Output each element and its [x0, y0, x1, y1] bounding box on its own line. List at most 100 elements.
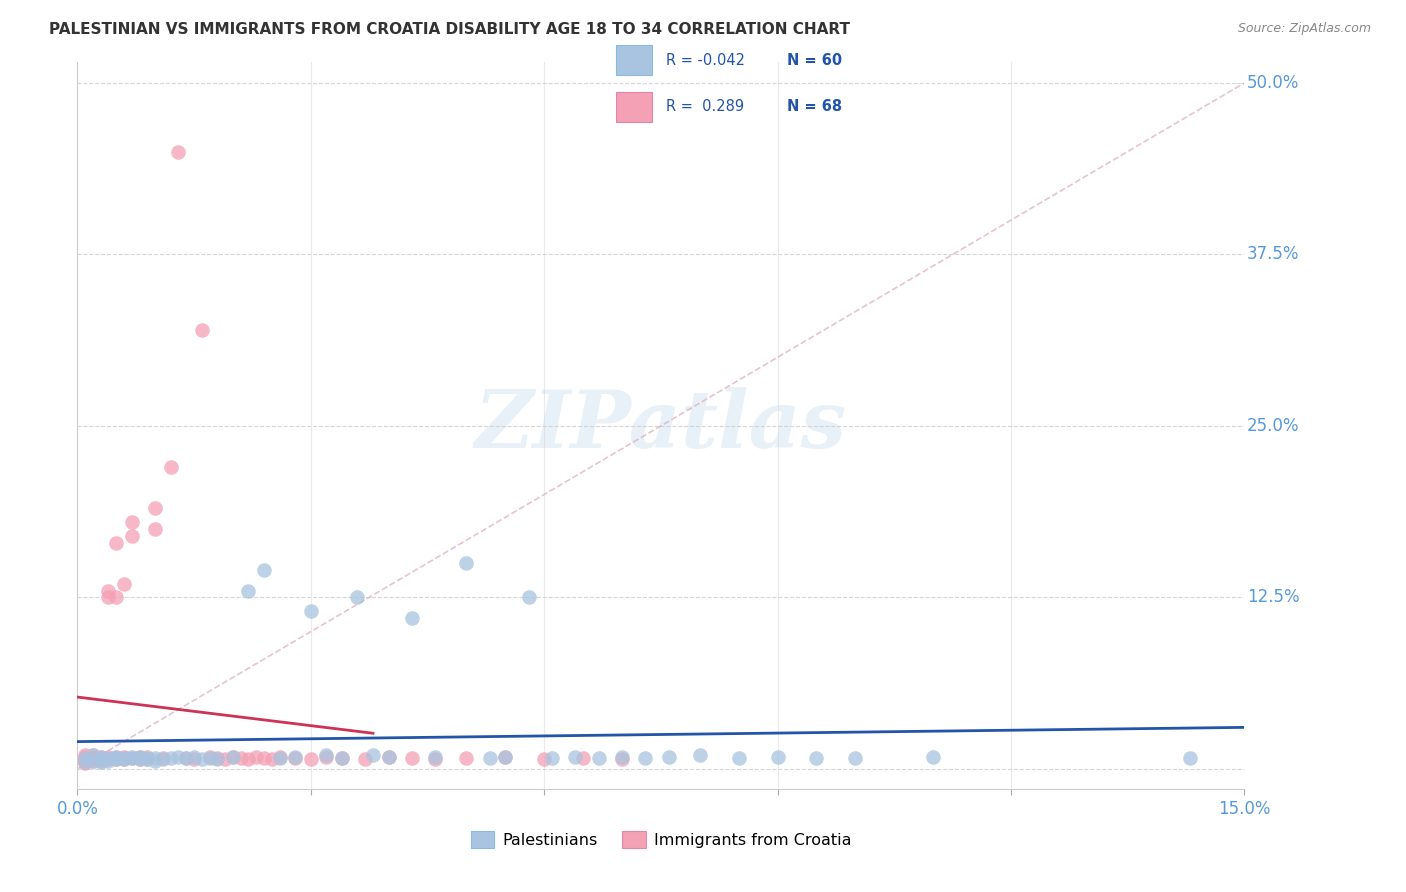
Point — [121, 749, 143, 764]
Point — [214, 752, 236, 766]
Point — [82, 748, 104, 763]
Point — [75, 751, 97, 765]
Point — [191, 752, 214, 766]
Point — [377, 749, 399, 764]
Point — [128, 749, 150, 764]
Point — [284, 751, 307, 765]
Point — [112, 752, 135, 766]
Point — [75, 751, 97, 765]
Point — [766, 749, 789, 764]
Point — [207, 751, 229, 765]
Point — [82, 754, 104, 768]
Point — [253, 751, 276, 765]
Point — [112, 752, 135, 766]
Point — [456, 556, 478, 570]
Point — [143, 751, 166, 765]
Point — [97, 591, 120, 605]
Point — [90, 751, 112, 765]
Point — [198, 751, 221, 765]
Text: R = -0.042: R = -0.042 — [666, 53, 745, 68]
Point — [183, 752, 205, 766]
Point — [229, 751, 252, 765]
Point — [1178, 751, 1201, 765]
Point — [167, 749, 190, 764]
Point — [128, 752, 150, 766]
Point — [377, 749, 399, 764]
Point — [269, 749, 291, 764]
Point — [401, 751, 423, 765]
Point — [610, 749, 633, 764]
Point — [494, 749, 516, 764]
Point — [269, 751, 291, 765]
Point — [260, 752, 283, 766]
Point — [253, 563, 276, 577]
Point — [82, 751, 104, 765]
Point — [610, 752, 633, 766]
Point — [75, 748, 97, 763]
Point — [82, 749, 104, 764]
Point — [121, 751, 143, 765]
Point — [128, 751, 150, 765]
Point — [354, 752, 377, 766]
Point — [128, 752, 150, 766]
Point — [121, 529, 143, 543]
Point — [588, 751, 610, 765]
Text: 37.5%: 37.5% — [1247, 245, 1299, 263]
Point — [82, 748, 104, 763]
Point — [112, 751, 135, 765]
Point — [207, 752, 229, 766]
Point — [330, 751, 353, 765]
Point — [75, 754, 97, 768]
Point — [82, 752, 104, 766]
Text: R =  0.289: R = 0.289 — [666, 99, 745, 114]
Point — [90, 749, 112, 764]
Point — [361, 748, 384, 763]
Point — [90, 752, 112, 766]
Point — [152, 752, 174, 766]
Point — [128, 749, 150, 764]
Point — [478, 751, 501, 765]
Point — [299, 604, 322, 618]
Text: 12.5%: 12.5% — [1247, 589, 1299, 607]
Point — [806, 751, 828, 765]
Point — [456, 751, 478, 765]
Point — [689, 748, 711, 763]
Text: N = 68: N = 68 — [787, 99, 842, 114]
Point — [105, 751, 128, 765]
Point — [143, 501, 166, 516]
Text: 50.0%: 50.0% — [1247, 74, 1299, 92]
Point — [658, 749, 681, 764]
Point — [167, 145, 190, 159]
Point — [97, 749, 120, 764]
Point — [75, 755, 97, 769]
Point — [121, 751, 143, 765]
Point — [494, 749, 516, 764]
Point — [112, 751, 135, 765]
Text: 25.0%: 25.0% — [1247, 417, 1299, 435]
Point — [105, 752, 128, 766]
Point — [299, 752, 322, 766]
Point — [191, 323, 214, 337]
Point — [97, 751, 120, 765]
Point — [533, 752, 555, 766]
Point — [346, 591, 368, 605]
Point — [105, 535, 128, 549]
Point — [112, 749, 135, 764]
Point — [238, 583, 260, 598]
Point — [136, 751, 159, 765]
Point — [90, 754, 112, 768]
Point — [425, 749, 447, 764]
Point — [75, 756, 97, 771]
Point — [222, 749, 245, 764]
Point — [97, 754, 120, 768]
Point — [82, 754, 104, 768]
Point — [152, 751, 174, 765]
Point — [330, 751, 353, 765]
Point — [174, 751, 197, 765]
FancyBboxPatch shape — [616, 45, 652, 75]
Point — [634, 751, 657, 765]
Point — [315, 749, 337, 764]
FancyBboxPatch shape — [616, 92, 652, 122]
Point — [174, 751, 197, 765]
Point — [159, 460, 181, 475]
